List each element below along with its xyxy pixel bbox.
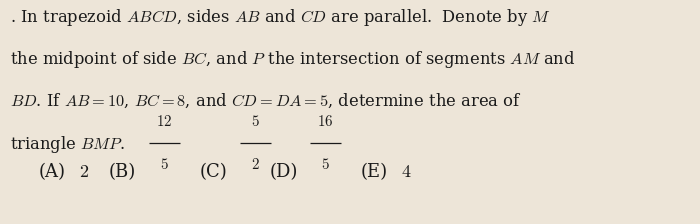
Text: . In trapezoid $ABCD$, sides $AB$ and $CD$ are parallel.  Denote by $M$: . In trapezoid $ABCD$, sides $AB$ and $C…	[10, 7, 551, 28]
Text: $2$: $2$	[79, 164, 89, 181]
Text: (E): (E)	[360, 164, 388, 181]
Text: the midpoint of side $BC$, and $P$ the intersection of segments $AM$ and: the midpoint of side $BC$, and $P$ the i…	[10, 49, 576, 70]
Text: (C): (C)	[199, 164, 228, 181]
Text: (D): (D)	[270, 164, 298, 181]
Text: $4$: $4$	[401, 164, 412, 181]
Text: $5$: $5$	[321, 157, 330, 172]
Text: (B): (B)	[108, 164, 136, 181]
Text: $5$: $5$	[251, 114, 260, 129]
Text: triangle $BMP$.: triangle $BMP$.	[10, 134, 125, 155]
Text: $12$: $12$	[156, 114, 173, 129]
Text: $BD$. If $AB = 10$, $BC = 8$, and $CD = DA = 5$, determine the area of: $BD$. If $AB = 10$, $BC = 8$, and $CD = …	[10, 92, 522, 110]
Text: $5$: $5$	[160, 157, 169, 172]
Text: $16$: $16$	[317, 114, 334, 129]
Text: (A): (A)	[38, 164, 66, 181]
Text: $2$: $2$	[251, 157, 260, 172]
